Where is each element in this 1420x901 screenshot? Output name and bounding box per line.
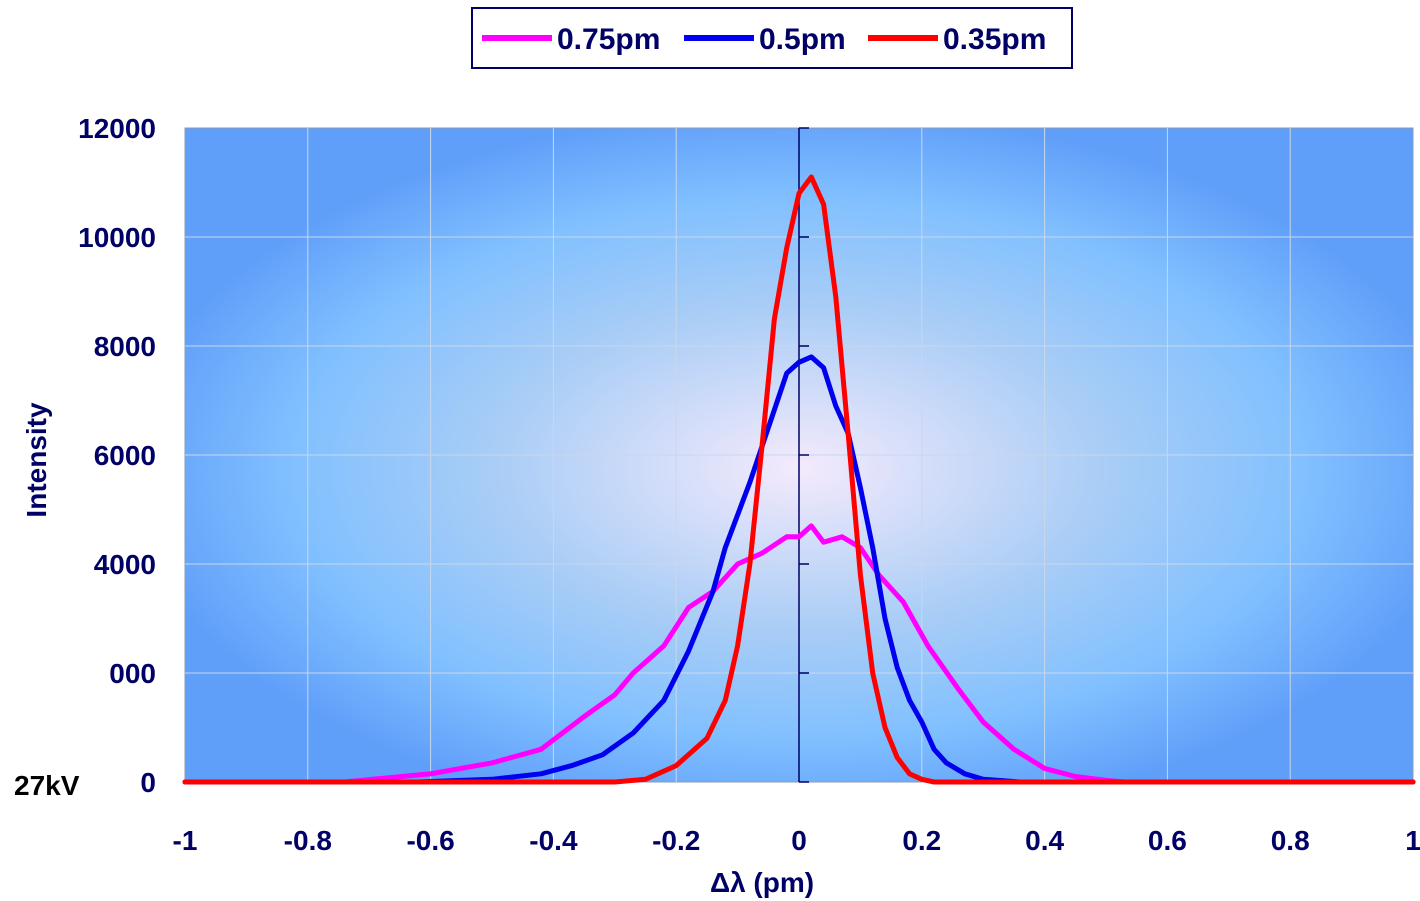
axes xyxy=(798,127,809,783)
series-lines xyxy=(182,174,1416,785)
x-tick-label: 1 xyxy=(1405,825,1420,856)
voltage-annotation: 27kV xyxy=(14,770,80,801)
legend-box xyxy=(471,7,1073,69)
y-tick-label: 8000 xyxy=(94,331,156,362)
legend-label: 0.5pm xyxy=(759,23,846,56)
legend-label: 0.35pm xyxy=(943,23,1046,56)
series-line-0.5pm xyxy=(182,354,1416,785)
x-tick-label: 0.2 xyxy=(902,825,941,856)
x-tick-label: -0.6 xyxy=(406,825,454,856)
y-axis-title: Intensity xyxy=(21,402,52,518)
x-tick-label: -0.2 xyxy=(652,825,700,856)
series-line-0.75pm xyxy=(182,523,1416,785)
series-line-0.35pm xyxy=(182,174,1416,785)
x-tick-label: 0 xyxy=(791,825,807,856)
legend-item-2: 0.35pm xyxy=(868,23,1046,56)
y-tick-label: 000 xyxy=(109,658,156,689)
y-tick-label: 10000 xyxy=(78,222,156,253)
y-tick-label: 12000 xyxy=(78,113,156,144)
legend-label: 0.75pm xyxy=(557,23,660,56)
legend: 0.75pm 0.5pm 0.35pm xyxy=(471,7,1073,69)
x-tick-label: -1 xyxy=(173,825,198,856)
x-tick-label: 0.6 xyxy=(1148,825,1187,856)
x-tick-label: -0.8 xyxy=(284,825,332,856)
y-tick-label: 0 xyxy=(140,767,156,798)
y-tick-label: 4000 xyxy=(94,549,156,580)
x-tick-label: 0.4 xyxy=(1025,825,1064,856)
legend-item-0: 0.75pm xyxy=(482,23,660,56)
y-tick-label: 6000 xyxy=(94,440,156,471)
x-tick-labels: -1 -0.8 -0.6 -0.4 -0.2 0 0.2 0.4 0.6 0.8 1 xyxy=(173,825,1420,856)
legend-item-1: 0.5pm xyxy=(684,23,846,56)
x-tick-label: 0.8 xyxy=(1271,825,1310,856)
x-tick-label: -0.4 xyxy=(529,825,578,856)
x-axis-title: Δλ (pm) xyxy=(710,867,814,898)
